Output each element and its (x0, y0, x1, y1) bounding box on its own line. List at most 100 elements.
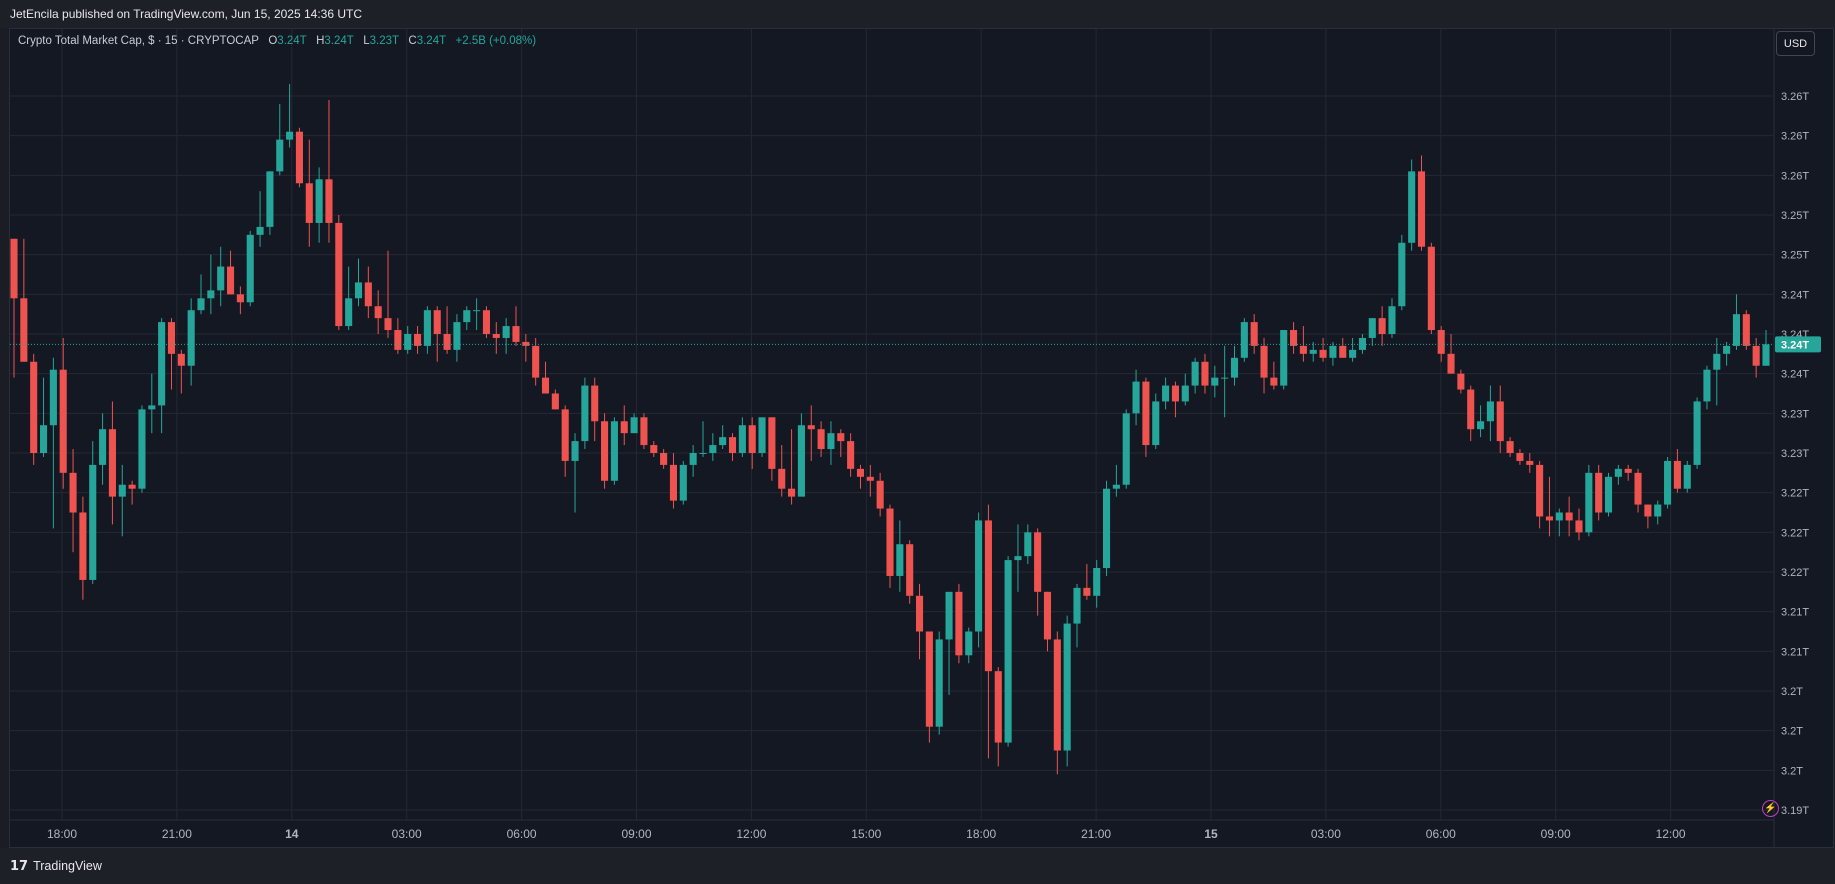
candle-body (1742, 314, 1750, 346)
x-tick-label: 18:00 (47, 827, 77, 841)
candle-body (856, 468, 865, 477)
x-tick-label: 12:00 (1656, 827, 1686, 841)
x-tick-label: 15:00 (851, 827, 881, 841)
candle-body (1506, 441, 1514, 453)
candle-body (1063, 623, 1071, 751)
candle-body (1732, 314, 1741, 346)
candle-body (738, 425, 746, 453)
candle-body (207, 290, 215, 299)
candle-body (1545, 516, 1554, 521)
candle-body (10, 238, 18, 299)
y-tick-label: 3.24T (1781, 289, 1809, 301)
candle-body (1378, 318, 1386, 334)
candle-body (1614, 468, 1622, 477)
candle-body (118, 484, 126, 497)
candle-body (256, 226, 264, 235)
candle-body (276, 139, 284, 172)
candle-body (581, 385, 589, 442)
candle-body (709, 445, 717, 453)
candle-body (837, 433, 845, 442)
candle-body (1427, 246, 1435, 331)
candle-body (1250, 322, 1258, 346)
candle-body (1181, 385, 1189, 402)
candle-body (463, 310, 471, 323)
candle-body (1536, 464, 1544, 517)
candle-body (610, 421, 618, 481)
candle-body (1417, 171, 1426, 247)
candle-body (1329, 345, 1337, 358)
candle-body (1565, 512, 1573, 521)
candle-body (1516, 453, 1524, 461)
candle-body (847, 441, 855, 469)
candle-body (591, 385, 599, 422)
candle-body (197, 298, 205, 311)
candle-body (246, 234, 254, 303)
candle-body (1043, 591, 1052, 640)
candle-body (1575, 520, 1583, 533)
candle-body (295, 131, 303, 184)
candle-body (345, 298, 353, 327)
x-tick-label: 18:00 (966, 827, 996, 841)
candle-body (1083, 587, 1091, 596)
y-tick-label: 3.21T (1781, 607, 1809, 619)
currency-button[interactable]: USD (1776, 31, 1815, 56)
candle-body (1693, 401, 1701, 465)
high-label: H (316, 35, 325, 47)
y-tick-label: 3.24T (1781, 369, 1809, 381)
candle-body (1388, 306, 1396, 334)
candle-body (69, 472, 77, 513)
x-tick-label: 03:00 (392, 827, 422, 841)
y-tick-label: 3.19T (1781, 805, 1809, 817)
candle-body (699, 453, 707, 454)
candle-body (1673, 460, 1681, 489)
candle-body (502, 326, 510, 338)
candle-body (630, 417, 638, 434)
tradingview-mark-icon: 17 (10, 858, 29, 874)
open-value: 3.24T (277, 35, 307, 47)
candle-body (640, 417, 648, 446)
candle-body (561, 409, 569, 461)
y-tick-label: 3.21T (1781, 646, 1809, 658)
low-label: L (363, 35, 370, 47)
candle-body (965, 631, 973, 656)
candle-body (1368, 318, 1376, 338)
candle-body (1654, 504, 1662, 517)
candle-body (571, 441, 579, 461)
candle-body (138, 409, 146, 489)
candle-body (1122, 413, 1130, 485)
candle-body (1102, 488, 1111, 569)
close-label: C (408, 35, 417, 47)
candle-body (20, 298, 28, 362)
candle-body (158, 322, 166, 406)
candle-body (108, 429, 116, 497)
candle-body (532, 345, 540, 378)
footer-bar (0, 848, 1835, 884)
candle-body (1447, 353, 1455, 374)
x-tick-label: 09:00 (1541, 827, 1571, 841)
candle-body (89, 464, 97, 580)
x-tick-label: 21:00 (162, 827, 192, 841)
candle-body (217, 266, 225, 291)
candle-body (177, 353, 185, 366)
candle-body (167, 322, 176, 354)
lightning-icon[interactable]: ⚡ (1762, 800, 1779, 817)
candle-body (187, 310, 195, 366)
open-label: O (268, 35, 278, 47)
candle-body (1152, 401, 1160, 446)
y-tick-label: 3.2T (1781, 686, 1803, 698)
candle-body (876, 480, 884, 509)
candle-body (768, 417, 776, 469)
candle-body (236, 294, 244, 303)
candle-body (1221, 377, 1229, 379)
chart-frame[interactable] (9, 28, 1834, 848)
candle-body (886, 508, 894, 576)
candle-body (1319, 349, 1327, 358)
candle-body (866, 476, 874, 481)
candle-body (1437, 330, 1445, 354)
candle-body (748, 425, 756, 453)
y-tick-label: 3.23T (1781, 408, 1809, 420)
tradingview-logo[interactable]: 17 TradingView (10, 858, 102, 874)
candle-body (1211, 377, 1219, 386)
candle-body (1624, 468, 1632, 473)
